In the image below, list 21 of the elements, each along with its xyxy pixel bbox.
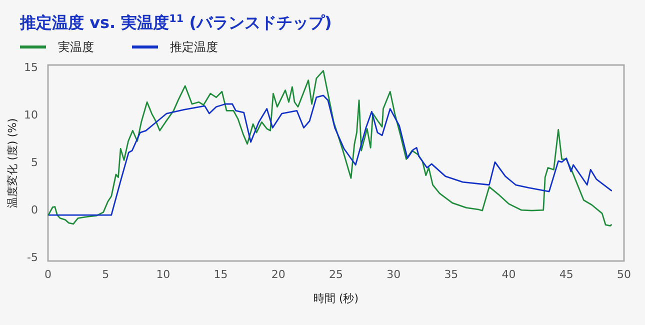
- x-tick-label: 40: [502, 268, 516, 281]
- x-tick-label: 20: [271, 268, 286, 281]
- x-tick-label: 35: [444, 268, 458, 281]
- x-axis-title: 時間 (秒): [313, 292, 359, 305]
- x-tick-label: 5: [102, 268, 110, 281]
- y-axis-title: 温度変化 (度) (%): [6, 118, 19, 208]
- x-tick-label: 15: [214, 268, 228, 281]
- y-tick-label: 0: [31, 204, 38, 217]
- x-tick-label: 50: [617, 268, 631, 281]
- x-tick-label: 25: [329, 268, 343, 281]
- y-tick-label: 5: [31, 156, 38, 170]
- legend-label: 実温度: [58, 40, 94, 54]
- y-tick-label: 15: [24, 60, 38, 74]
- chart-title: 推定温度 vs. 実温度$^{11}$ (バランスドチップ): [19, 13, 332, 32]
- x-tick-label: 30: [386, 268, 401, 281]
- x-tick-label: 45: [559, 268, 574, 281]
- y-tick-label: -5: [27, 251, 38, 264]
- x-tick-label: 0: [44, 268, 52, 281]
- y-tick-label: 10: [24, 108, 38, 122]
- legend-label: 推定温度: [170, 40, 218, 54]
- x-tick-label: 10: [156, 268, 170, 281]
